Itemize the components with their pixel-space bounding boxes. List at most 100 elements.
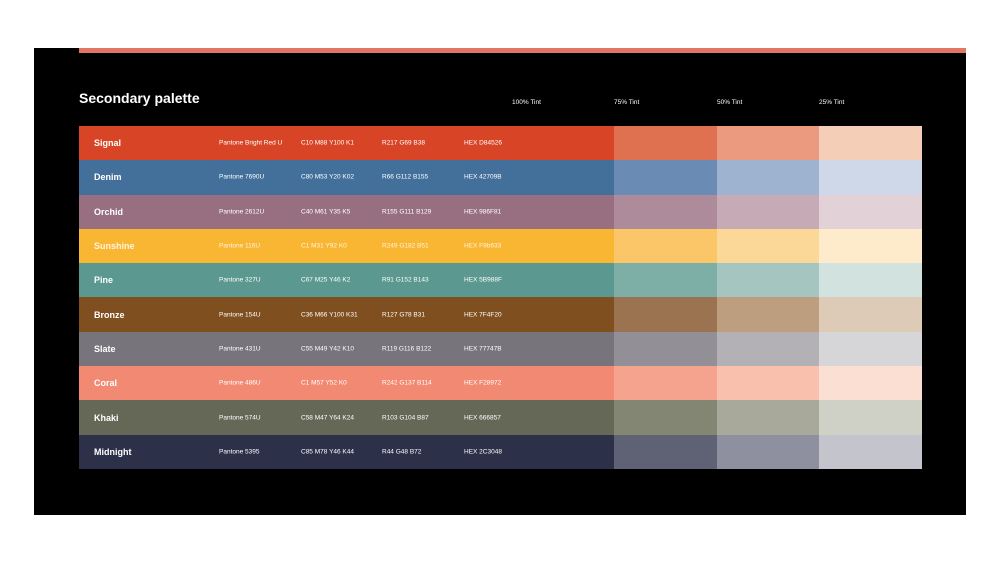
palette-row: Bronze Pantone 154U C36 M66 Y100 K31 R127 G… <box>79 297 923 332</box>
rgb-value: R217 G69 B38 <box>382 139 426 147</box>
rgb-value: R44 G48 B72 <box>382 448 422 456</box>
cmyk-value: C80 M53 Y20 K02 <box>301 173 354 181</box>
hex-value: HEX F28972 <box>464 379 502 387</box>
swatch-100-tint: Bronze Pantone 154U C36 M66 Y100 K31 R127 G… <box>79 297 614 332</box>
swatch-75-tint <box>613 228 717 264</box>
hex-value: HEX 42709B <box>464 173 502 181</box>
swatch-25-tint <box>819 160 923 195</box>
cmyk-value: C85 M78 Y46 K44 <box>301 448 354 456</box>
color-name: Signal <box>94 138 122 149</box>
color-name: Pine <box>94 275 114 286</box>
swatch-50-tint <box>716 434 820 469</box>
hex-value: HEX 7F4F20 <box>464 311 502 319</box>
color-name: Denim <box>94 172 122 183</box>
pantone-value: Pantone 486U <box>219 379 261 387</box>
palette-row: Slate Pantone 431U C55 M49 Y42 K10 R119 G11… <box>79 331 923 367</box>
palette-row: Coral Pantone 486U C1 M57 Y52 K0 R242 G137 … <box>79 366 923 401</box>
swatch-100-tint: Khaki Pantone 574U C58 M47 Y64 K24 R103 G10… <box>79 400 614 435</box>
swatch-25-tint <box>819 263 923 298</box>
pantone-value: Pantone 327U <box>219 276 261 284</box>
slide: Secondary palette 100% Tint 75% Tint 50%… <box>34 48 966 515</box>
hex-value: HEX 666857 <box>464 414 501 422</box>
swatch-25-tint <box>819 434 923 469</box>
color-name: Sunshine <box>94 241 135 252</box>
swatch-50-tint <box>716 331 820 367</box>
swatch-50-tint <box>716 263 820 298</box>
swatch-75-tint <box>613 194 717 229</box>
swatch-50-tint <box>716 228 820 264</box>
swatch-100-tint: Pine Pantone 327U C67 M25 Y46 K2 R91 G152 B… <box>79 263 614 298</box>
palette-row: Midnight Pantone 5395 C85 M78 Y46 K44 R44 G… <box>79 434 923 469</box>
cmyk-value: C1 M57 Y52 K0 <box>301 379 347 387</box>
swatch-75-tint <box>613 160 717 195</box>
swatch-25-tint <box>819 331 923 367</box>
pantone-value: Pantone Bright Red U <box>219 139 283 147</box>
swatch-50-tint <box>716 297 820 332</box>
swatch-75-tint <box>613 126 717 161</box>
swatch-75-tint <box>613 297 717 332</box>
pantone-value: Pantone 574U <box>219 414 261 422</box>
cmyk-value: C1 M31 Y92 K0 <box>301 242 347 250</box>
swatch-100-tint: Midnight Pantone 5395 C85 M78 Y46 K44 R44 G… <box>79 434 614 469</box>
color-name: Midnight <box>94 446 132 457</box>
swatch-100-tint: Signal Pantone Bright Red U C10 M88 Y100 K… <box>79 126 614 161</box>
rgb-value: R103 G104 B87 <box>382 414 429 422</box>
cmyk-value: C36 M66 Y100 K31 <box>301 311 358 319</box>
hex-value: HEX 986F81 <box>464 208 502 216</box>
swatch-100-tint: Sunshine Pantone 116U C1 M31 Y92 K0 R249 G1… <box>79 228 614 264</box>
cmyk-value: C58 M47 Y64 K24 <box>301 414 354 422</box>
pantone-value: Pantone 154U <box>219 311 261 319</box>
rgb-value: R242 G137 B114 <box>382 379 432 387</box>
color-name: Bronze <box>94 309 125 320</box>
tint-header-75: 75% Tint <box>614 99 640 106</box>
color-name: Khaki <box>94 412 119 423</box>
pantone-value: Pantone 2612U <box>219 208 265 216</box>
pantone-value: Pantone 7690U <box>219 173 265 181</box>
swatch-100-tint: Slate Pantone 431U C55 M49 Y42 K10 R119 G11… <box>79 331 614 367</box>
palette-row: Signal Pantone Bright Red U C10 M88 Y100 K… <box>79 126 923 161</box>
hex-value: HEX 5B988F <box>464 276 502 284</box>
swatch-25-tint <box>819 366 923 401</box>
swatch-25-tint <box>819 126 923 161</box>
swatch-50-tint <box>716 400 820 435</box>
tint-header-50: 50% Tint <box>717 99 743 106</box>
page-title: Secondary palette <box>79 90 200 106</box>
cmyk-value: C67 M25 Y46 K2 <box>301 276 351 284</box>
swatch-75-tint <box>613 434 717 469</box>
rgb-value: R91 G152 B143 <box>382 276 429 284</box>
hex-value: HEX F9b633 <box>464 242 502 250</box>
rgb-value: R249 G182 B51 <box>382 242 429 250</box>
swatch-50-tint <box>716 126 820 161</box>
swatch-75-tint <box>613 400 717 435</box>
cmyk-value: C40 M61 Y35 K5 <box>301 208 351 216</box>
color-name: Coral <box>94 378 118 389</box>
pantone-value: Pantone 431U <box>219 345 261 353</box>
swatch-100-tint: Orchid Pantone 2612U C40 M61 Y35 K5 R155 G1… <box>79 194 614 229</box>
swatch-75-tint <box>613 331 717 367</box>
palette-row: Orchid Pantone 2612U C40 M61 Y35 K5 R155 G1… <box>79 194 923 229</box>
rgb-value: R66 G112 B155 <box>382 173 429 181</box>
swatch-50-tint <box>716 366 820 401</box>
palette-row: Denim Pantone 7690U C80 M53 Y20 K02 R66 G11… <box>79 160 923 195</box>
rgb-value: R119 G116 B122 <box>382 345 432 353</box>
hex-value: HEX 2C3048 <box>464 448 502 456</box>
accent-bar <box>79 48 966 53</box>
hex-value: HEX 77747B <box>464 345 502 353</box>
palette-row: Sunshine Pantone 116U C1 M31 Y92 K0 R249 G1… <box>79 228 923 264</box>
tint-header-100: 100% Tint <box>512 99 541 106</box>
pantone-value: Pantone 116U <box>219 242 261 250</box>
pantone-value: Pantone 5395 <box>219 448 260 456</box>
swatch-75-tint <box>613 263 717 298</box>
palette-row: Khaki Pantone 574U C58 M47 Y64 K24 R103 G10… <box>79 400 923 435</box>
color-name: Orchid <box>94 206 124 217</box>
swatch-25-tint <box>819 297 923 332</box>
swatch-100-tint: Denim Pantone 7690U C80 M53 Y20 K02 R66 G11… <box>79 160 614 195</box>
cmyk-value: C55 M49 Y42 K10 <box>301 345 354 353</box>
rgb-value: R127 G78 B31 <box>382 311 426 319</box>
hex-value: HEX D84526 <box>464 139 502 147</box>
cmyk-value: C10 M88 Y100 K1 <box>301 139 354 147</box>
swatch-50-tint <box>716 160 820 195</box>
swatch-100-tint: Coral Pantone 486U C1 M57 Y52 K0 R242 G137 … <box>79 366 614 401</box>
swatch-25-tint <box>819 400 923 435</box>
swatch-50-tint <box>716 194 820 229</box>
